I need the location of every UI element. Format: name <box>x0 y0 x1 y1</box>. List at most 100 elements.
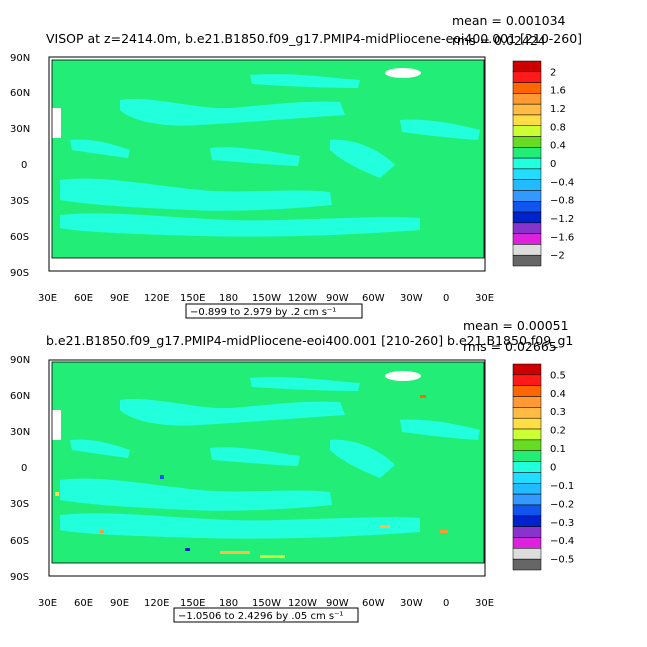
y-tick-label: 30S <box>10 196 29 207</box>
y-tick-label: 30N <box>10 427 30 438</box>
y-tick-label: 60S <box>10 536 29 547</box>
colorbar-label: 0.4 <box>550 141 566 152</box>
colorbar-swatch <box>512 233 542 245</box>
y-tick-label: 0 <box>21 463 27 474</box>
panel-top-mean: mean = 0.001034 <box>452 13 566 28</box>
colorbar-swatch <box>512 558 542 571</box>
colorbar-swatch <box>512 147 542 159</box>
panel-top-range-note: −0.899 to 2.979 by .2 cm s⁻¹ <box>190 307 336 318</box>
colorbar-label: 1.2 <box>550 104 566 115</box>
y-tick-label: 60N <box>10 391 30 402</box>
x-tick-label: 90W <box>326 293 349 304</box>
x-tick-label: 60E <box>74 293 93 304</box>
colorbar-swatch <box>512 374 542 386</box>
colorbar-swatch <box>512 71 542 83</box>
cyan-patches <box>60 377 480 539</box>
land-mask <box>49 258 485 271</box>
y-tick-label: 90N <box>10 355 30 366</box>
x-tick-label: 30W <box>400 293 423 304</box>
colorbar-swatch <box>512 201 542 213</box>
colorbar-label: −0.3 <box>550 518 574 529</box>
y-tick-label: 60N <box>10 88 30 99</box>
x-tick-label: 30E <box>38 598 57 609</box>
colorbar-swatch <box>512 82 542 94</box>
colorbar-swatch <box>512 548 542 560</box>
colorbar-label: −0.4 <box>550 536 574 547</box>
colorbar-label: 0 <box>550 463 556 474</box>
colorbar-label: 0.1 <box>550 444 566 455</box>
colorbar-swatch <box>512 483 542 495</box>
colorbar-swatch <box>512 103 542 116</box>
colorbar-swatch <box>512 417 542 430</box>
x-tick-label: 90E <box>110 293 129 304</box>
colorbar-label: 0.2 <box>550 426 566 437</box>
x-tick-label: 30E <box>38 293 57 304</box>
panel-top-y-labels: 90N 60N 30N 0 30S 60S 90S <box>10 53 30 279</box>
colorbar-label: −2 <box>550 251 565 262</box>
x-tick-label: 60W <box>362 293 385 304</box>
x-tick-label: 0 <box>443 598 449 609</box>
colorbar-swatch <box>512 515 542 527</box>
panel-bottom-mean: mean = 0.00051 <box>463 318 569 333</box>
colorbar-label: −0.4 <box>550 177 574 188</box>
land-mask <box>385 68 421 78</box>
x-tick-label: 150W <box>252 598 281 609</box>
colorbar-swatch <box>512 244 542 256</box>
panel-bottom-y-labels: 90N 60N 30N 0 30S 60S 90S <box>10 355 30 583</box>
colorbar-swatch <box>512 537 542 549</box>
x-tick-label: 30E <box>475 598 494 609</box>
panel-top-colorbar: 2 1.6 1.2 0.8 0.4 0 −0.4 −0.8 −1.2 −1.6 −2 <box>512 60 574 267</box>
panel-top-title: VISOP at z=2414.0m, b.e21.B1850.f09_g17.… <box>46 31 582 46</box>
colorbar-swatch <box>512 428 542 441</box>
panel-bottom-range-box <box>173 607 359 623</box>
colorbar-label: 0.4 <box>550 389 566 400</box>
y-tick-label: 90S <box>10 268 29 279</box>
colorbar-label: −0.2 <box>550 499 574 510</box>
colorbar-swatch <box>512 222 542 234</box>
panel-bottom-x-labels: 30E 60E 90E 120E 150E 180 150W 120W 90W … <box>38 598 494 609</box>
panel-top-map <box>48 56 486 272</box>
x-tick-label: 60W <box>362 598 385 609</box>
x-tick-label: 180 <box>219 293 238 304</box>
colorbar-label: −1.6 <box>550 232 574 243</box>
speckles <box>55 395 448 558</box>
colorbar-swatch <box>512 461 542 473</box>
x-tick-label: 150E <box>180 598 205 609</box>
panel-top: VISOP at z=2414.0m, b.e21.B1850.f09_g17.… <box>10 13 582 319</box>
colorbar-swatch <box>512 114 542 126</box>
land-mask <box>385 371 421 381</box>
panel-bottom-range-note: −1.0506 to 2.4296 by .05 cm s⁻¹ <box>178 611 343 622</box>
colorbar-swatch <box>512 179 542 191</box>
y-tick-label: 60S <box>10 232 29 243</box>
x-tick-label: 150E <box>180 293 205 304</box>
colorbar-swatch <box>512 157 542 170</box>
x-tick-label: 0 <box>443 293 449 304</box>
colorbar-swatch <box>512 93 542 105</box>
colorbar-swatch <box>512 472 542 484</box>
y-tick-label: 30S <box>10 499 29 510</box>
land-mask <box>49 108 61 138</box>
colorbar-label: −0.8 <box>550 196 574 207</box>
panel-bottom-map <box>48 359 486 577</box>
colorbar-label: −0.5 <box>550 555 574 566</box>
colorbar-label: 0.5 <box>550 370 566 381</box>
colorbar-swatch <box>512 493 542 506</box>
x-tick-label: 60E <box>74 598 93 609</box>
y-tick-label: 90N <box>10 53 30 64</box>
colorbar-label: 0.3 <box>550 407 566 418</box>
panel-bottom-colorbar: 0.5 0.4 0.3 0.2 0.1 0 −0.1 −0.2 −0.3 −0.4 −0.5 <box>512 363 574 571</box>
colorbar-swatch <box>512 396 542 408</box>
colorbar-label: 2 <box>550 67 556 78</box>
colorbar-label: −0.1 <box>550 481 574 492</box>
panel-bottom-rms: rms = 0.02665 <box>463 339 557 354</box>
colorbar-swatch <box>512 190 542 202</box>
colorbar-swatch <box>512 526 542 538</box>
colorbar-label: −1.2 <box>550 214 574 225</box>
colorbar-swatch <box>512 407 542 419</box>
x-tick-label: 120W <box>288 598 317 609</box>
colorbar-swatch <box>512 254 542 267</box>
x-tick-label: 90W <box>326 598 349 609</box>
x-tick-label: 90E <box>110 598 129 609</box>
x-tick-label: 120E <box>144 293 169 304</box>
